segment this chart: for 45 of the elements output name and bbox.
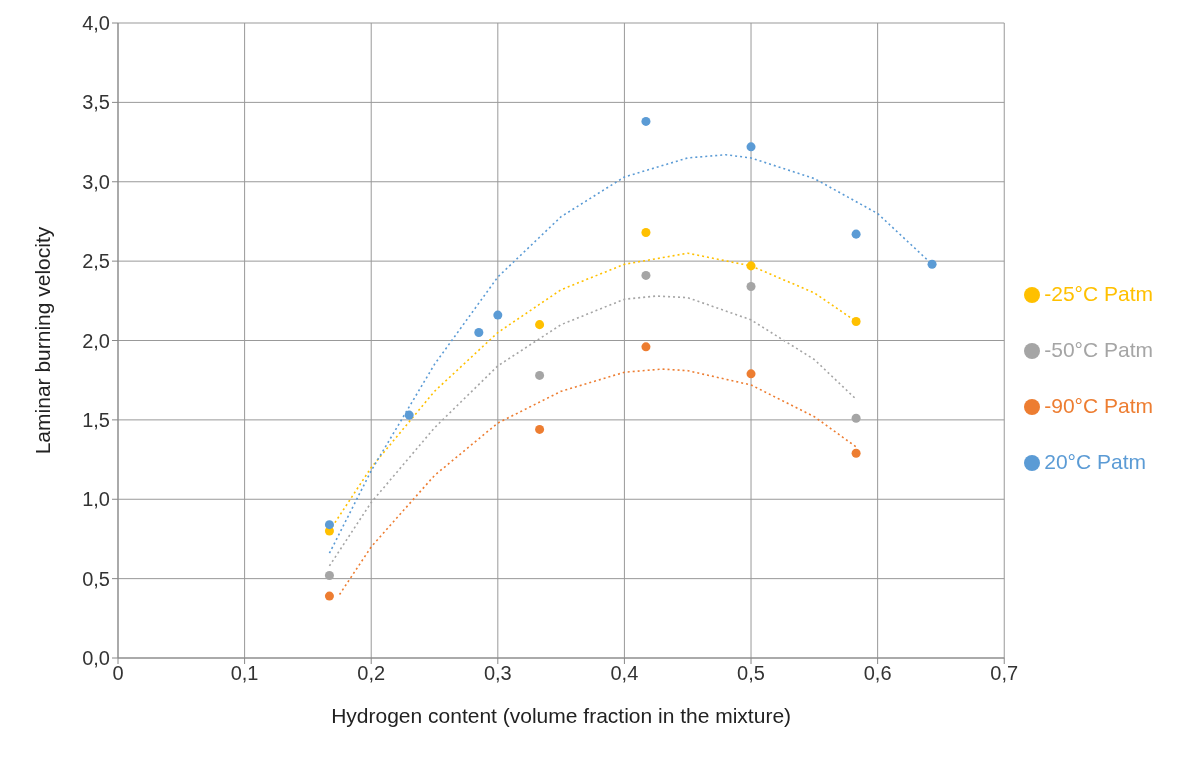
x-tick-label: 0,1	[230, 662, 259, 685]
point	[324, 570, 334, 580]
y-tick-label: 4,0	[82, 12, 110, 35]
point	[404, 410, 414, 420]
point	[641, 116, 651, 126]
x-tick-label: 0,3	[483, 662, 512, 685]
legend-label: -50°C Patm	[1044, 338, 1153, 361]
legend-label: -90°C Patm	[1044, 394, 1153, 417]
legend-label: -25°C Patm	[1044, 282, 1153, 305]
point	[324, 520, 334, 530]
y-tick-label: 3,5	[82, 91, 110, 114]
legend-label: 20°C Patm	[1044, 450, 1147, 473]
y-axis-title: Laminar burning velocity	[31, 226, 55, 455]
x-tick-label: 0,7	[990, 662, 1019, 685]
x-tick-label: 0,5	[737, 662, 765, 685]
point	[851, 448, 861, 458]
x-tick-label: 0	[112, 662, 124, 685]
y-tick-label: 2,0	[82, 329, 110, 352]
point	[851, 316, 861, 326]
point	[493, 310, 503, 320]
y-tick-label: 0,5	[82, 567, 110, 590]
point	[746, 142, 756, 152]
point	[746, 282, 756, 292]
x-axis-title: Hydrogen content (volume fraction in the mixture)	[331, 704, 792, 727]
point	[641, 342, 651, 352]
x-tick-label: 0,6	[863, 662, 892, 685]
point	[746, 369, 756, 379]
point	[851, 229, 861, 239]
point	[927, 259, 937, 269]
point	[851, 413, 861, 423]
point	[535, 424, 545, 434]
point	[535, 320, 545, 330]
point	[641, 228, 651, 238]
y-tick-label: 3,0	[82, 170, 110, 193]
y-tick-label: 1,0	[82, 488, 110, 511]
y-tick-label: 0,0	[82, 647, 110, 670]
y-tick-label: 1,5	[82, 408, 110, 431]
y-tick-label: 2,5	[82, 250, 110, 273]
x-tick-label: 0,2	[357, 662, 386, 685]
point	[474, 328, 484, 338]
point	[535, 370, 545, 380]
point	[746, 261, 756, 271]
point	[641, 270, 651, 280]
point	[324, 591, 334, 601]
x-tick-label: 0,4	[610, 662, 639, 685]
